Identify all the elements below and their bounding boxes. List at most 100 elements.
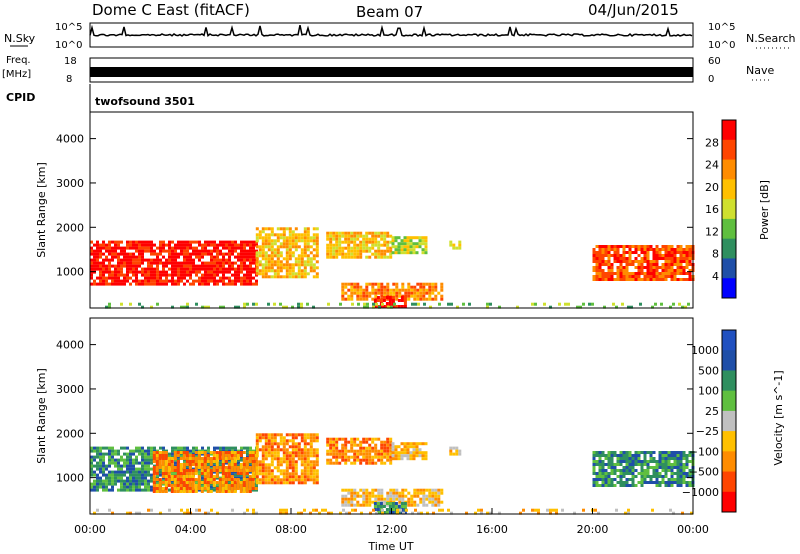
velocity-heatmap-cell: [135, 449, 138, 453]
power-heatmap-cell: [234, 255, 237, 259]
velocity-heatmap-cell: [592, 460, 596, 463]
velocity-xtick-label: 00:00: [74, 523, 106, 536]
velocity-heatmap-cell: [344, 443, 348, 447]
velocity-heatmap-cell: [643, 463, 647, 466]
velocity-heatmap-cell: [386, 437, 390, 441]
power-heatmap-cell: [365, 291, 369, 295]
velocity-heatmap-cell: [373, 508, 377, 511]
colorbar-tick-label: 20: [705, 181, 719, 194]
power-heatmap-cell: [189, 264, 192, 268]
power-heatmap-cell: [381, 302, 384, 306]
power-heatmap-cell: [604, 272, 608, 275]
power-heatmap-cell: [120, 261, 123, 265]
velocity-heatmap-cell: [182, 484, 186, 487]
velocity-heatmap-cell: [218, 466, 222, 469]
velocity-heatmap-cell: [267, 466, 271, 470]
power-heatmap-cell: [267, 236, 271, 240]
velocity-heatmap-cell: [96, 455, 99, 459]
power-heatmap-cell: [168, 255, 171, 259]
velocity-heatmap-cell: [377, 449, 381, 453]
velocity-heatmap-cell: [385, 508, 389, 511]
velocity-heatmap-cell: [631, 472, 635, 475]
velocity-heatmap-cell: [203, 463, 207, 466]
velocity-heatmap-cell: [365, 440, 369, 444]
velocity-heatmap-cell: [380, 488, 384, 492]
velocity-heatmap-cell: [601, 472, 605, 475]
velocity-heatmap-cell: [652, 466, 656, 469]
velocity-heatmap-cell: [243, 511, 246, 515]
nsky-tick-top: 10^5: [55, 22, 82, 33]
colorbar-tick-label: 500: [698, 364, 719, 377]
velocity-heatmap-cell: [362, 437, 366, 441]
power-heatmap-cell: [108, 276, 111, 280]
velocity-heatmap-cell: [261, 460, 265, 464]
power-heatmap-cell: [637, 248, 641, 251]
velocity-heatmap-cell: [273, 466, 277, 470]
power-heatmap-cell: [129, 302, 132, 306]
velocity-heatmap-cell: [111, 511, 114, 515]
power-heatmap-cell: [655, 278, 659, 281]
velocity-heatmap-cell: [288, 466, 292, 470]
power-heatmap-cell: [362, 243, 366, 247]
power-heatmap-cell: [123, 249, 126, 253]
power-heatmap-cell: [183, 252, 186, 256]
velocity-heatmap-cell: [397, 451, 401, 455]
velocity-heatmap-cell: [619, 460, 623, 463]
power-heatmap-cell: [428, 282, 432, 286]
colorbar-tick-label: 16: [705, 203, 719, 216]
power-heatmap-cell: [598, 251, 602, 254]
power-heatmap-cell: [297, 245, 301, 249]
velocity-heatmap-cell: [224, 454, 228, 457]
velocity-heatmap-cell: [368, 452, 372, 456]
power-heatmap-cell: [150, 273, 153, 277]
power-heatmap-cell: [350, 297, 354, 301]
velocity-heatmap-cell: [407, 500, 411, 504]
power-heatmap-cell: [243, 258, 246, 262]
power-heatmap-cell: [403, 242, 407, 246]
velocity-heatmap-cell: [398, 491, 402, 495]
velocity-heatmap-cell: [138, 467, 141, 471]
power-heatmap-cell: [375, 302, 378, 306]
power-heatmap-cell: [222, 264, 225, 268]
power-heatmap-cell: [407, 288, 411, 292]
velocity-heatmap-cell: [258, 439, 262, 443]
velocity-heatmap-cell: [273, 448, 277, 452]
power-heatmap-cell: [309, 260, 313, 264]
power-heatmap-cell: [147, 270, 150, 274]
velocity-heatmap-cell: [380, 494, 384, 498]
power-heatmap-cell: [582, 302, 585, 306]
velocity-heatmap-cell: [631, 469, 635, 472]
power-heatmap-cell: [640, 260, 644, 263]
velocity-heatmap-cell: [216, 476, 219, 480]
power-heatmap-cell: [380, 255, 384, 259]
power-heatmap-cell: [377, 255, 381, 259]
power-heatmap-cell: [637, 245, 641, 248]
power-heatmap-cell: [592, 254, 596, 257]
power-heatmap-cell: [655, 263, 659, 266]
velocity-heatmap-cell: [170, 463, 174, 466]
velocity-heatmap-cell: [309, 478, 313, 482]
velocity-heatmap-cell: [279, 457, 283, 461]
velocity-heatmap-cell: [164, 463, 168, 466]
velocity-heatmap-cell: [610, 472, 614, 475]
velocity-heatmap-cell: [312, 466, 316, 470]
power-heatmap-cell: [261, 272, 265, 276]
power-heatmap-cell: [306, 236, 310, 240]
velocity-heatmap-cell: [619, 475, 623, 478]
velocity-heatmap-cell: [498, 511, 501, 515]
power-heatmap-cell: [403, 302, 407, 305]
power-heatmap-cell: [294, 245, 298, 249]
power-heatmap-cell: [661, 269, 665, 272]
power-heatmap-cell: [403, 245, 407, 249]
velocity-heatmap-cell: [258, 472, 262, 476]
velocity-heatmap-cell: [191, 475, 195, 478]
velocity-heatmap-cell: [418, 448, 422, 452]
power-heatmap-cell: [592, 275, 596, 278]
power-heatmap-cell: [117, 258, 120, 262]
velocity-heatmap-cell: [661, 481, 665, 484]
velocity-heatmap-cell: [300, 481, 304, 485]
power-heatmap-cell: [652, 272, 656, 275]
velocity-heatmap-cell: [188, 466, 192, 469]
velocity-heatmap-cell: [409, 442, 413, 446]
velocity-heatmap-cell: [306, 457, 310, 461]
